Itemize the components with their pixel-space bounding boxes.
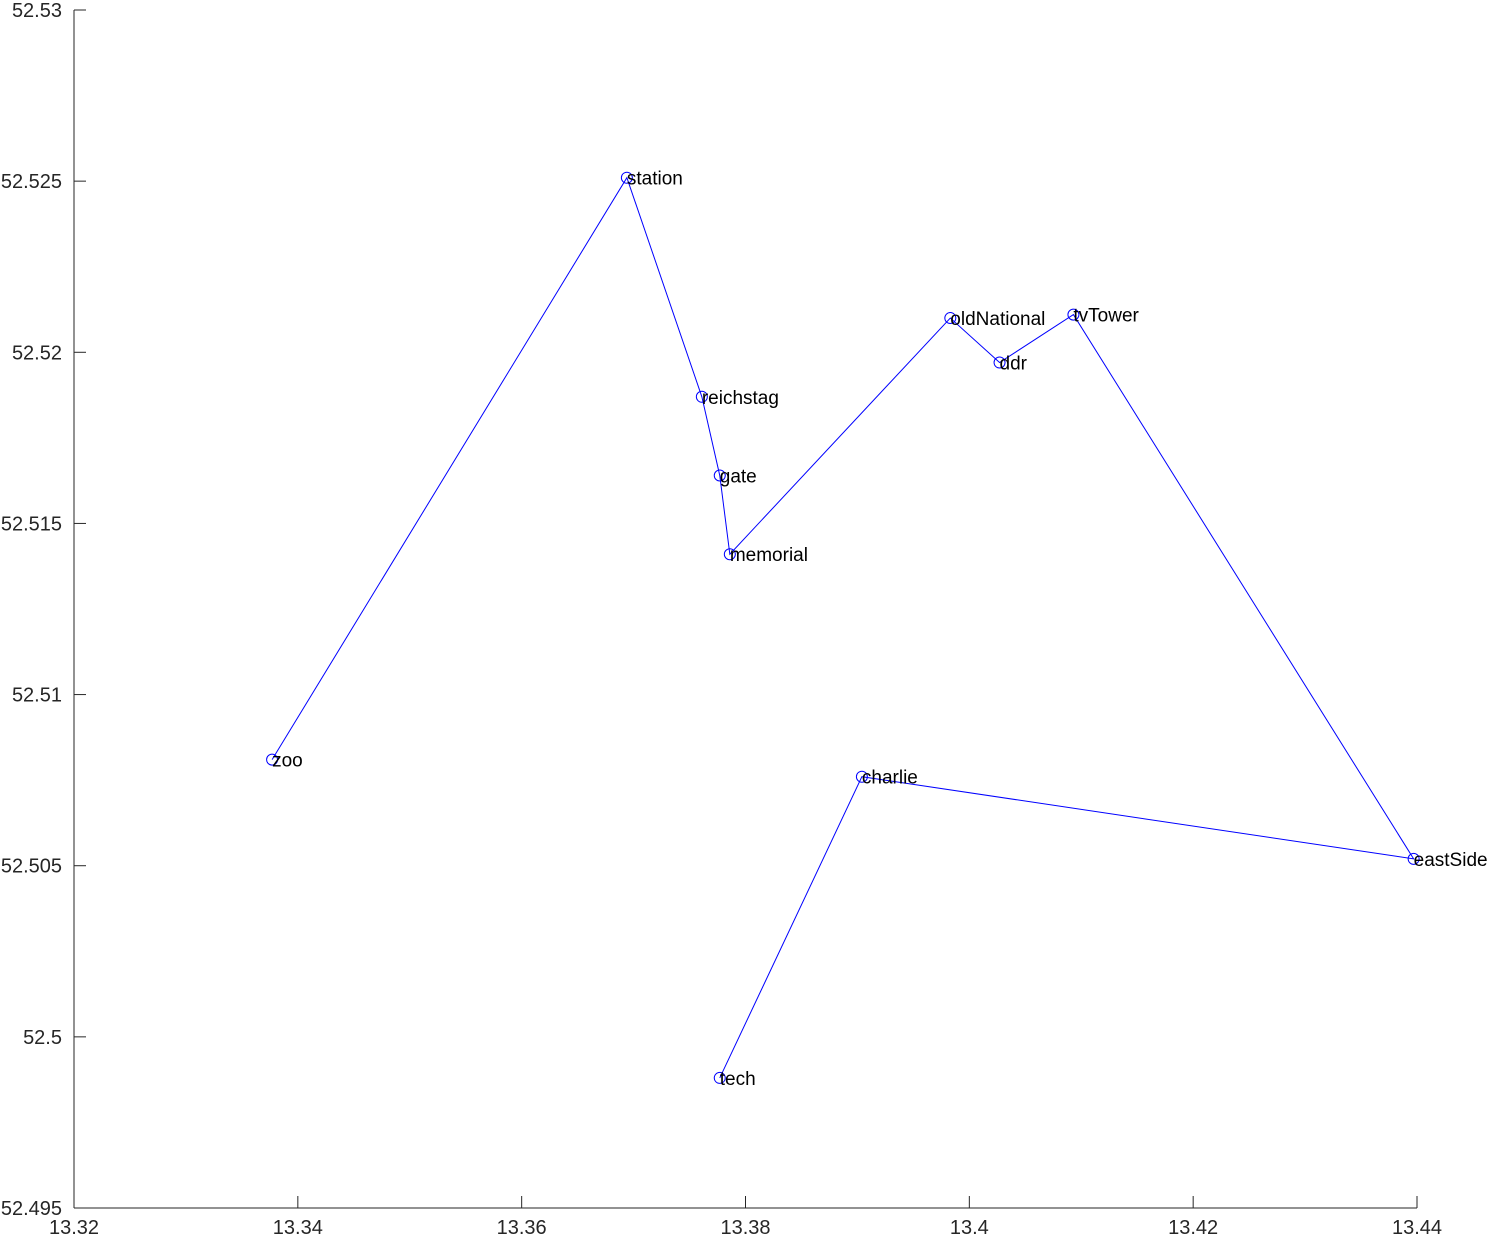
y-tick-label: 52.495 [1,1198,62,1220]
point-marker-gate [713,469,726,482]
point-label-charlie: charlie [862,768,918,789]
x-tick-label: 13.4 [950,1217,989,1239]
y-tick-label: 52.53 [12,0,62,22]
x-tick-label: 13.36 [497,1217,547,1239]
point-labels: zoo station reichstag gate memorial oldNation… [272,169,1488,1090]
point-marker-ddr [993,356,1006,369]
point-marker-zoo [266,753,279,766]
x-tick-label: 13.44 [1392,1217,1442,1239]
point-label-station: station [627,169,683,190]
point-marker-charlie [855,770,868,783]
point-marker-reichstag [695,390,708,403]
x-tick-label: 13.34 [273,1217,323,1239]
y-tick-label: 52.51 [12,685,62,707]
point-label-reichstag: reichstag [702,388,779,409]
y-tick-label: 52.52 [12,342,62,364]
point-label-gate: gate [720,467,757,488]
y-tick-label: 52.505 [1,856,62,878]
point-label-tech: tech [720,1069,756,1090]
point-marker-eastSide [1407,852,1420,865]
point-label-zoo: zoo [272,751,303,772]
x-tick-label: 13.32 [49,1217,99,1239]
point-label-memorial: memorial [730,545,808,566]
point-label-oldNational: oldNational [950,309,1045,330]
point-marker-memorial [723,548,736,561]
point-marker-oldNational [944,312,957,325]
point-marker-tech [713,1071,726,1084]
point-label-ddr: ddr [1000,354,1028,375]
route-line [271,176,1415,1079]
route-series [266,171,1420,1084]
y-tick-label: 52.525 [1,171,62,193]
y-tick-label: 52.515 [1,513,62,535]
point-label-tvTower: tvTower [1073,306,1139,327]
axes: 13.32 13.34 13.36 13.38 13.4 13.42 13.44 52.495… [1,0,1442,1239]
point-marker-station [620,171,633,184]
y-tick-label: 52.5 [23,1027,62,1049]
x-tick-label: 13.38 [720,1217,770,1239]
point-label-eastSide: eastSide [1414,850,1488,871]
point-marker-tvTower [1067,308,1080,321]
x-tick-label: 13.42 [1168,1217,1218,1239]
